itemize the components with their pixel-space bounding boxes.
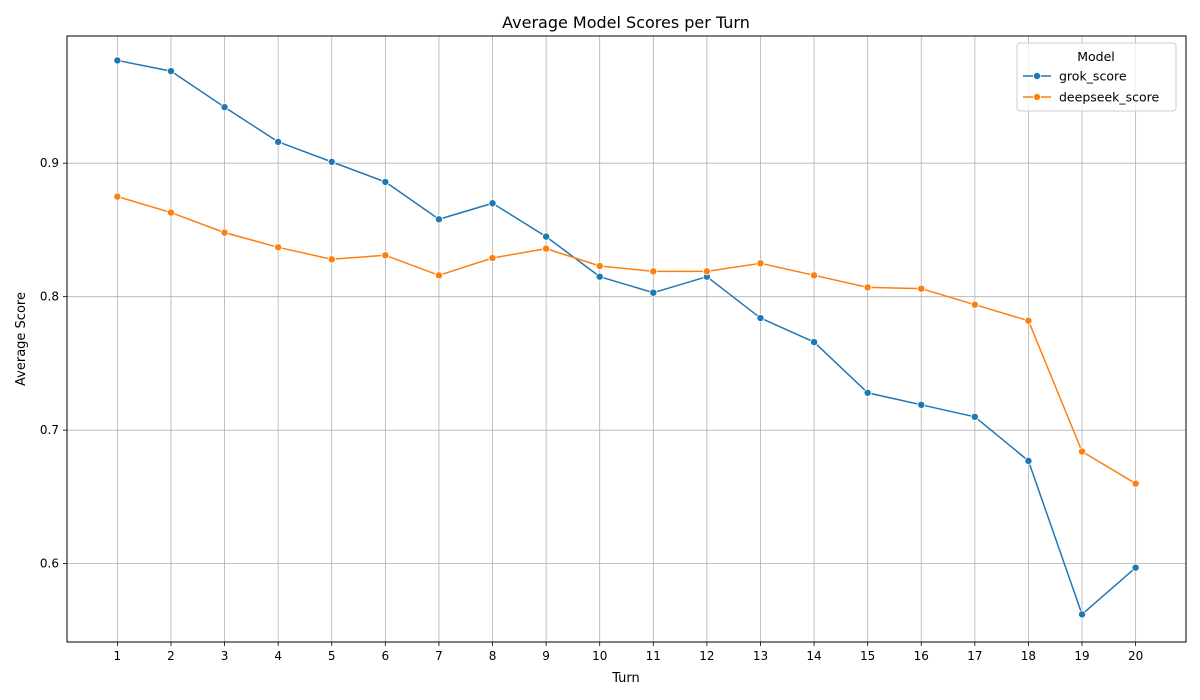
data-point xyxy=(1078,447,1087,456)
x-tick-label: 1 xyxy=(114,649,122,663)
x-tick-label: 12 xyxy=(699,649,714,663)
x-tick-label: 13 xyxy=(753,649,768,663)
legend-box xyxy=(1016,42,1177,112)
data-point xyxy=(1078,610,1087,619)
data-point xyxy=(327,157,336,166)
legend-marker xyxy=(1033,93,1042,102)
data-point xyxy=(756,259,765,268)
data-point xyxy=(863,283,872,292)
legend-label: deepseek_score xyxy=(1059,90,1160,105)
y-tick-label: 0.6 xyxy=(40,557,59,571)
data-point xyxy=(595,261,604,270)
x-tick-label: 18 xyxy=(1021,649,1036,663)
x-tick-label: 2 xyxy=(167,649,175,663)
data-point xyxy=(1131,563,1140,572)
legend-item: deepseek_score xyxy=(1023,90,1160,105)
x-tick-label: 3 xyxy=(221,649,229,663)
y-tick-label: 0.9 xyxy=(40,156,59,170)
data-point xyxy=(917,400,926,409)
x-tick-label: 17 xyxy=(967,649,982,663)
data-point xyxy=(756,314,765,323)
x-tick-label: 20 xyxy=(1128,649,1143,663)
series-lines xyxy=(113,56,1140,619)
data-point xyxy=(917,284,926,293)
data-point xyxy=(649,267,658,276)
data-point xyxy=(381,251,390,260)
x-tick-label: 10 xyxy=(592,649,607,663)
legend-items: grok_score deepseek_score xyxy=(1023,69,1160,105)
plot-frame xyxy=(66,35,1187,643)
series-grok_score xyxy=(113,56,1140,619)
y-axis-label: Average Score xyxy=(14,292,29,386)
data-point xyxy=(220,103,229,112)
x-tick-label: 14 xyxy=(806,649,821,663)
x-tick-label: 16 xyxy=(914,649,929,663)
data-point xyxy=(327,255,336,264)
series-line xyxy=(117,59,1137,616)
data-point xyxy=(863,388,872,397)
y-tick-label: 0.7 xyxy=(40,423,59,437)
data-point xyxy=(810,271,819,280)
data-point xyxy=(381,177,390,186)
legend-item: grok_score xyxy=(1023,69,1127,84)
data-point xyxy=(434,271,443,280)
data-point xyxy=(274,137,283,146)
x-tick-label: 5 xyxy=(328,649,336,663)
series-line xyxy=(117,195,1137,485)
data-point xyxy=(113,192,122,201)
data-point xyxy=(970,300,979,309)
data-point xyxy=(702,267,711,276)
legend-title: Model xyxy=(1077,49,1115,64)
data-point xyxy=(1024,316,1033,325)
data-point xyxy=(166,208,175,217)
legend: Model grok_score deepseek_score xyxy=(1016,42,1177,112)
grid xyxy=(67,36,1186,642)
data-point xyxy=(595,272,604,281)
data-point xyxy=(274,243,283,252)
x-tick-label: 9 xyxy=(542,649,550,663)
x-tick-label: 4 xyxy=(274,649,282,663)
data-point xyxy=(1024,456,1033,465)
data-point xyxy=(542,244,551,253)
y-tick-label: 0.8 xyxy=(40,290,59,304)
series-deepseek_score xyxy=(113,192,1140,488)
data-point xyxy=(1131,479,1140,488)
data-point xyxy=(970,412,979,421)
axis-ticks: 1 2 3 4 5 6 7 8 9 10 11 12 13 14 15 16 17 18 19 200.60.70.8… xyxy=(40,156,1143,663)
data-point xyxy=(166,67,175,76)
data-point xyxy=(488,199,497,208)
data-point xyxy=(113,56,122,65)
data-point xyxy=(488,253,497,262)
x-tick-label: 6 xyxy=(382,649,390,663)
data-point xyxy=(220,228,229,237)
x-axis-label: Turn xyxy=(611,671,640,686)
data-point xyxy=(542,232,551,241)
chart-title: Average Model Scores per Turn xyxy=(502,13,750,32)
data-point xyxy=(434,215,443,224)
data-point xyxy=(649,288,658,297)
legend-marker xyxy=(1033,72,1042,81)
x-tick-label: 7 xyxy=(435,649,443,663)
x-tick-label: 19 xyxy=(1074,649,1089,663)
legend-label: grok_score xyxy=(1059,69,1127,84)
x-tick-label: 11 xyxy=(646,649,661,663)
x-tick-label: 15 xyxy=(860,649,875,663)
x-tick-label: 8 xyxy=(489,649,497,663)
data-point xyxy=(810,338,819,347)
